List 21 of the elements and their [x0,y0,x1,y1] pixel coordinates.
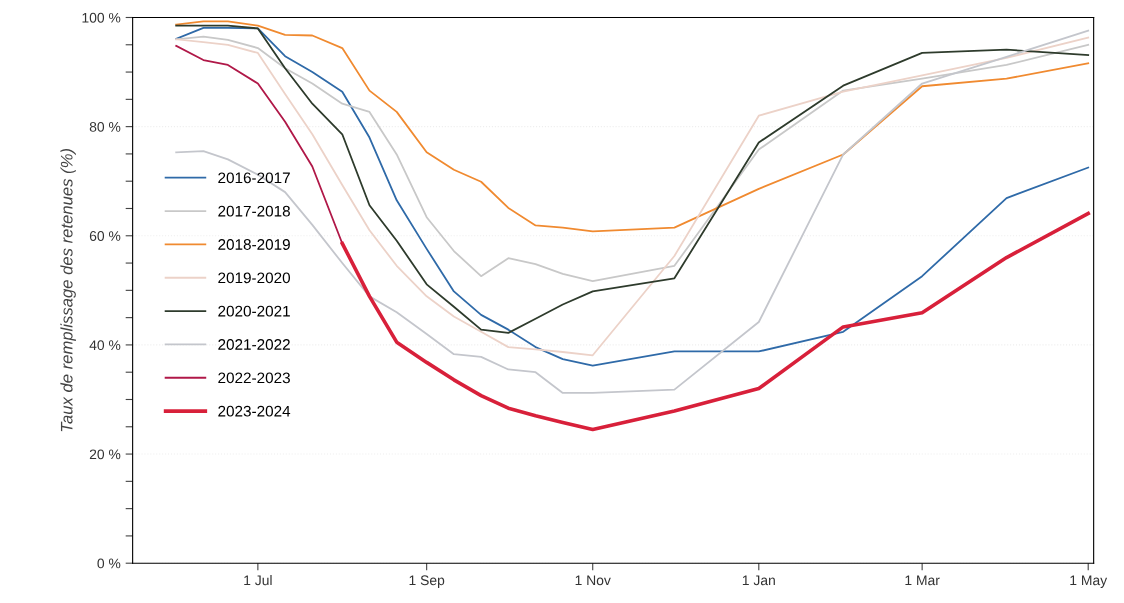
x-tick-label: 1 Nov [575,575,611,586]
legend-label: 2023-2024 [218,405,291,417]
legend-label: 2020-2021 [218,305,290,317]
x-tick-label: 1 Sep [409,575,445,588]
y-tick-label: 40 % [89,340,121,351]
x-tick-label: 1 Jan [742,575,775,586]
legend-label: 2022-2023 [218,372,290,384]
y-axis-title: Taux de remplissage des retenues (%) [60,148,76,432]
legend-label: 2018-2019 [218,239,290,250]
x-tick-label: 1 May [1070,575,1108,588]
legend-label: 2021-2022 [218,339,290,350]
legend-label: 2016-2017 [218,172,290,184]
y-tick-label: 80 % [89,121,121,132]
x-tick-label: 1 Mar [905,575,940,586]
legend-label: 2017-2018 [218,205,290,217]
x-tick-label: 1 Jul [244,575,272,586]
y-tick-label: 60 % [89,231,121,241]
legend-label: 2019-2020 [218,272,291,284]
y-tick-label: 20 % [89,449,121,460]
y-tick-label: 100 % [82,12,121,23]
y-tick-label: 0 % [97,558,121,569]
